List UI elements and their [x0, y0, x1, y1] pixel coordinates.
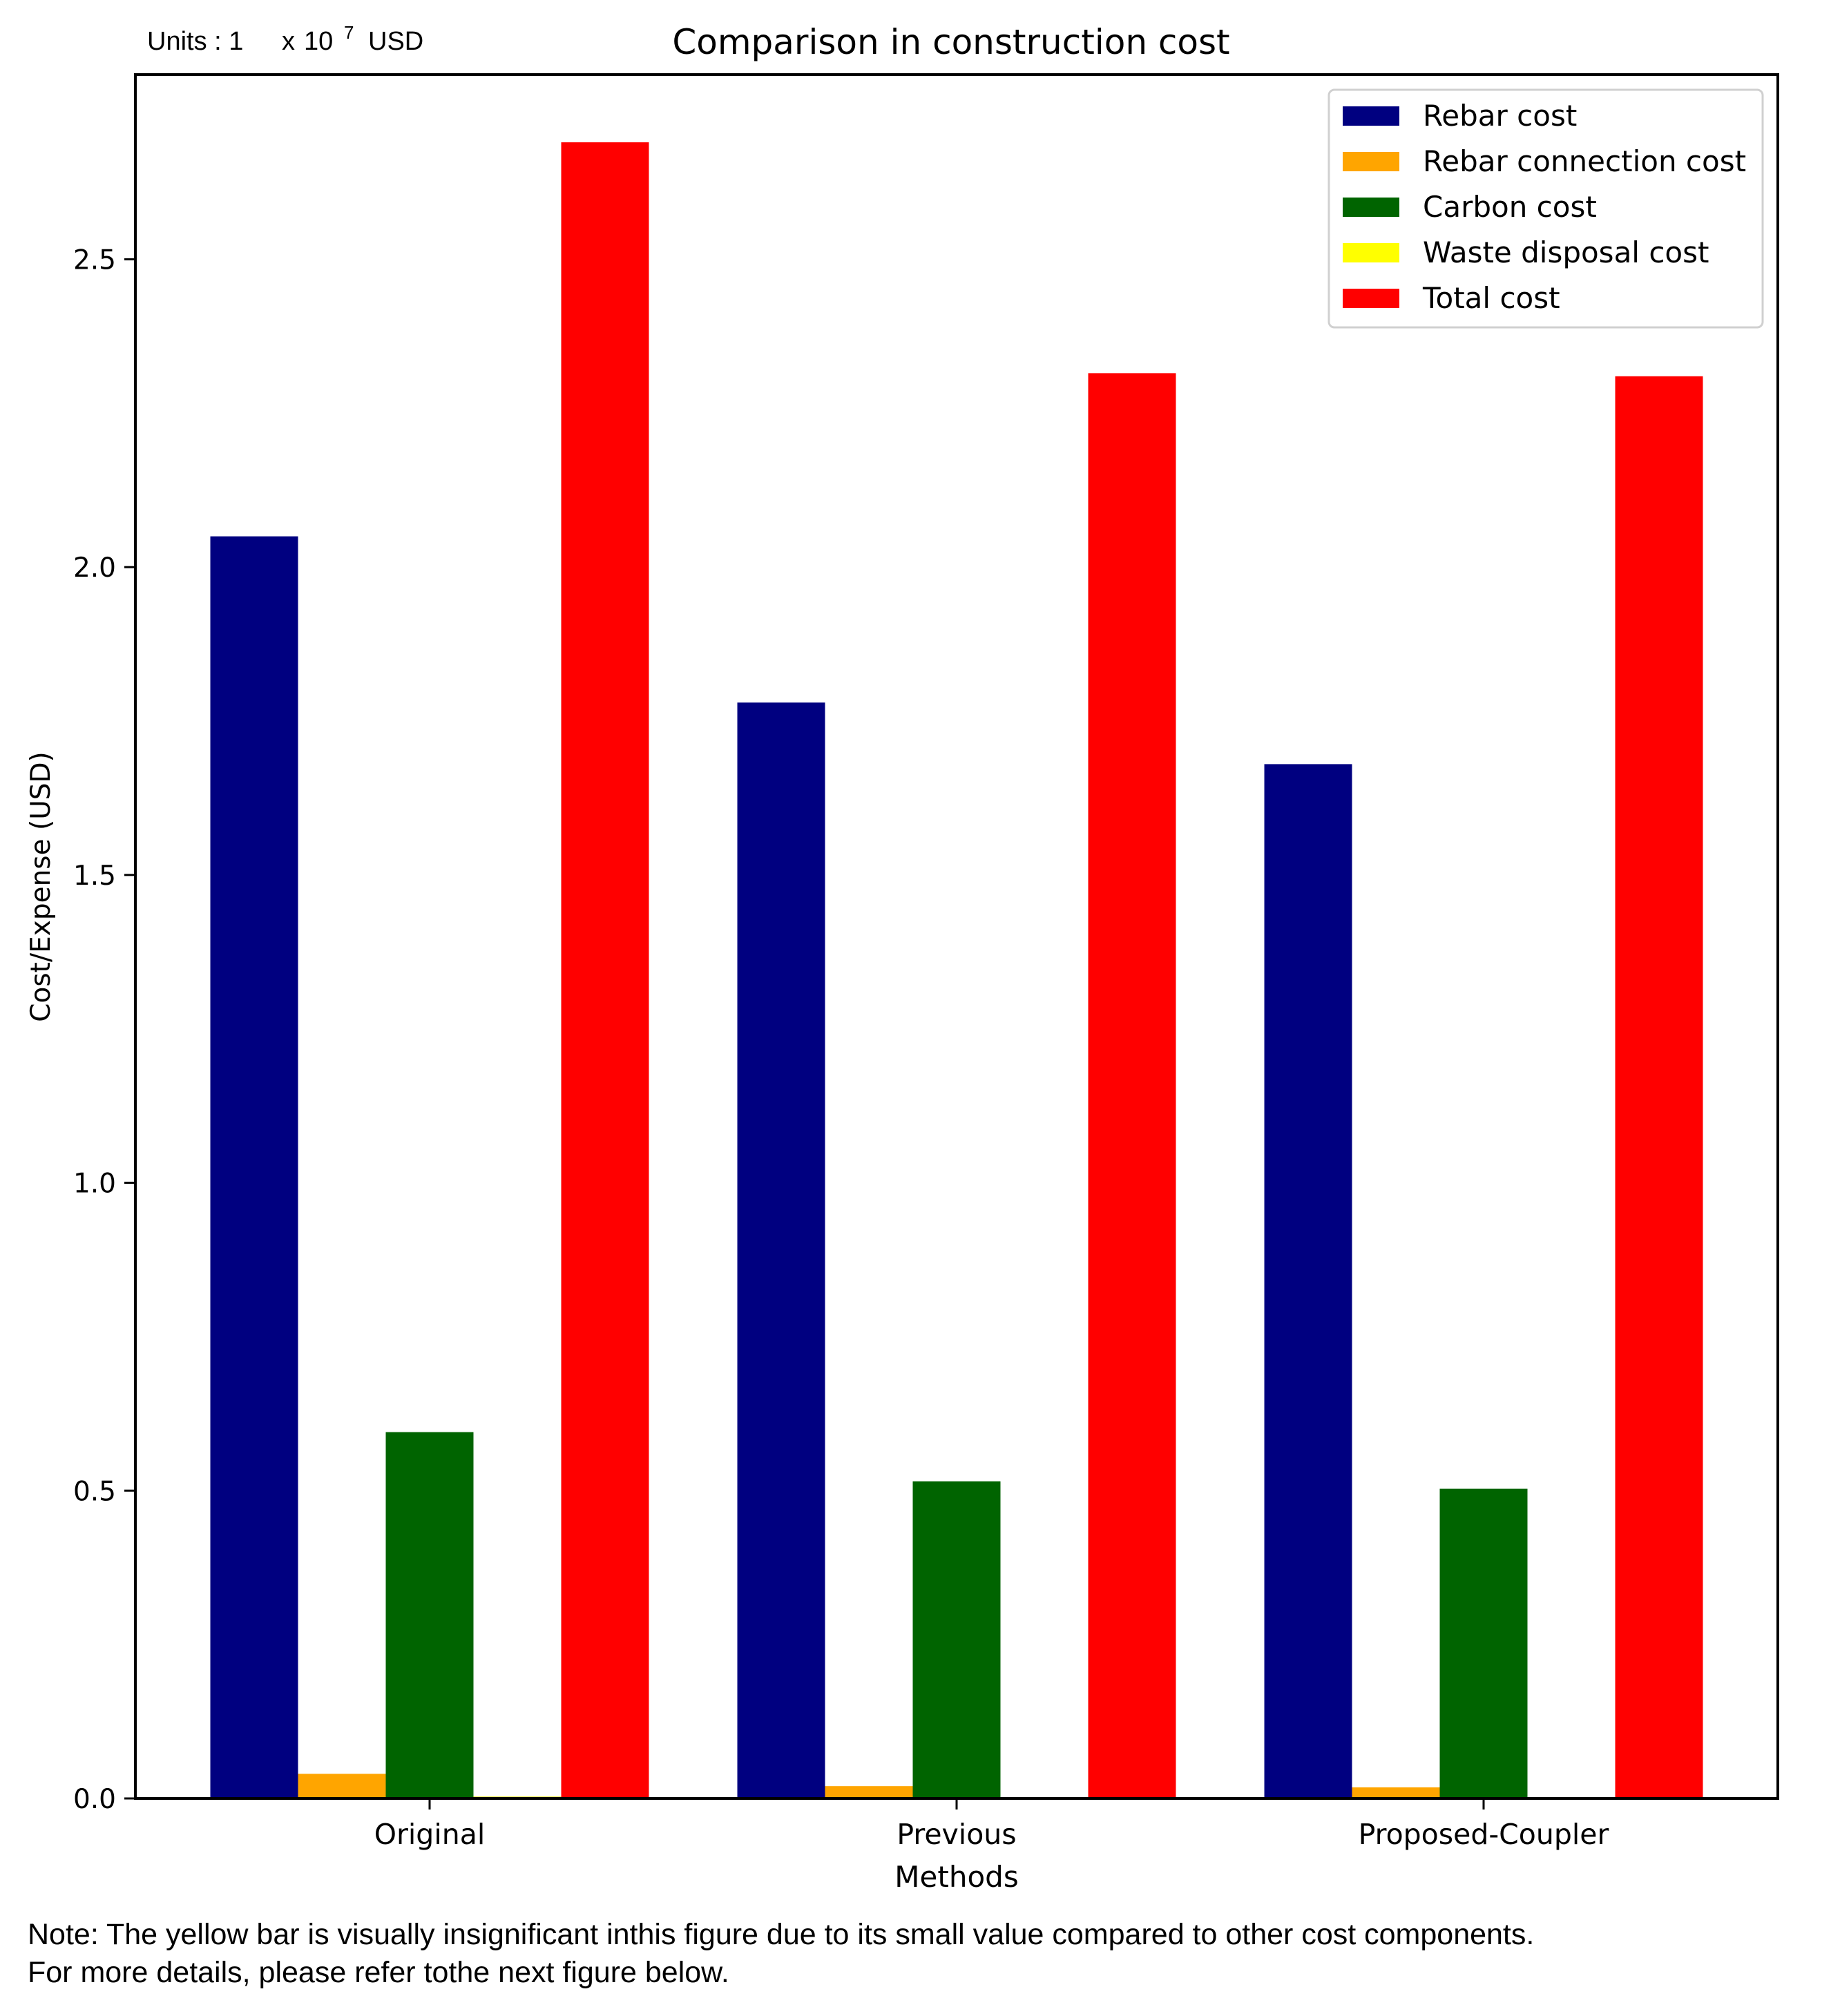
- bar-total-cost-original: [561, 142, 649, 1798]
- units-suffix: USD: [368, 27, 423, 56]
- x-tick-label: Proposed-Coupler: [1359, 1818, 1609, 1851]
- legend-swatch-waste-disposal-cost: [1343, 243, 1399, 262]
- units-times: x: [282, 27, 295, 56]
- y-tick-label: 2.5: [73, 244, 116, 276]
- bar-total-cost-previous: [1088, 373, 1176, 1798]
- units-exponent: 7: [344, 22, 354, 43]
- y-tick-label: 0.5: [73, 1476, 116, 1507]
- bar-carbon-cost-proposed-coupler: [1439, 1488, 1528, 1798]
- legend-box: [1328, 88, 1764, 329]
- y-ticks: 0.0 0.5 1.0 1.5 2.0 2.5: [73, 244, 135, 1815]
- y-tick-label: 0.0: [73, 1784, 116, 1815]
- footnote-line-1: Note: The yellow bar is visually insigni…: [28, 1918, 1534, 1951]
- bar-carbon-cost-previous: [912, 1481, 1001, 1798]
- y-axis-label: Cost/Expense (USD): [26, 751, 57, 1022]
- x-ticks: Original Previous Proposed-Coupler: [374, 1798, 1609, 1851]
- legend-label-waste-disposal-cost: Waste disposal cost: [1423, 236, 1709, 269]
- y-tick-label: 1.5: [73, 861, 116, 892]
- bar-rebar-cost-proposed-coupler: [1264, 764, 1352, 1798]
- legend-label-total-cost: Total cost: [1422, 281, 1560, 315]
- x-tick-label: Previous: [897, 1818, 1016, 1851]
- y-tick-label: 2.0: [73, 553, 116, 584]
- plot-frame: [134, 73, 1779, 1800]
- legend-label-rebar-cost: Rebar cost: [1423, 99, 1577, 133]
- bar-rebar-cost-previous: [737, 702, 825, 1798]
- bars-layer: [210, 142, 1703, 1798]
- legend-swatch-rebar-connection-cost: [1343, 152, 1399, 171]
- bar-rebar-connection-cost-proposed-coupler: [1352, 1787, 1440, 1798]
- bar-rebar-connection-cost-previous: [825, 1786, 913, 1798]
- chart-title: Comparison in construction cost: [672, 22, 1229, 62]
- x-tick-label: Original: [374, 1818, 485, 1851]
- units-annotation: Units : 1 x 10 7 USD: [147, 22, 423, 56]
- bar-carbon-cost-original: [385, 1432, 474, 1798]
- legend-swatch-carbon-cost: [1343, 198, 1399, 217]
- footnote-line-2: For more details, please refer tothe nex…: [28, 1956, 729, 1989]
- bar-total-cost-proposed-coupler: [1615, 376, 1703, 1798]
- legend-label-rebar-connection-cost: Rebar connection cost: [1423, 144, 1746, 178]
- units-base: 10: [304, 27, 333, 56]
- units-prefix: Units : 1: [147, 27, 243, 56]
- legend-swatch-total-cost: [1343, 289, 1399, 308]
- bar-rebar-connection-cost-original: [298, 1774, 386, 1798]
- x-axis-label: Methods: [894, 1860, 1018, 1894]
- bar-rebar-cost-original: [210, 536, 298, 1798]
- legend-label-carbon-cost: Carbon cost: [1423, 190, 1597, 224]
- legend-swatch-rebar-cost: [1343, 106, 1399, 126]
- y-tick-label: 1.0: [73, 1169, 116, 1200]
- legend: Rebar cost Rebar connection cost Carbon co…: [1328, 88, 1764, 329]
